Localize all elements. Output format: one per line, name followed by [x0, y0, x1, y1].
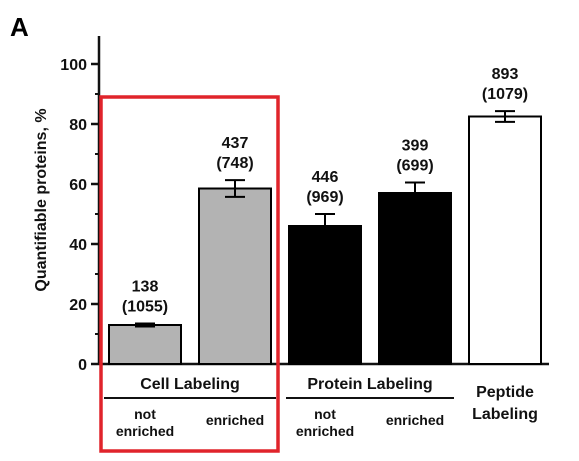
y-tick-label: 80 — [69, 117, 87, 134]
bar-sublabel: enriched — [116, 423, 174, 439]
bar-cell-enriched — [198, 187, 272, 365]
y-axis-title: Quantifiable proteins, % — [33, 108, 50, 291]
bar-sublabel: enriched — [386, 412, 444, 428]
count-label-protein-enriched: 399 — [402, 138, 429, 155]
total-label-protein-not-enriched: (969) — [306, 189, 343, 206]
bar-sublabel: enriched — [206, 412, 264, 428]
bar-protein-not-enriched — [288, 225, 362, 365]
bar-peptide — [468, 115, 542, 365]
bar-sublabel: not — [134, 406, 156, 422]
group-label-peptide-line: Labeling — [472, 406, 538, 423]
count-label-protein-not-enriched: 446 — [312, 169, 339, 186]
bar-sublabel: not — [314, 406, 336, 422]
total-label-cell-enriched: (748) — [216, 155, 253, 172]
group-label-peptide-line: Peptide — [476, 384, 534, 401]
panel-label: A — [10, 12, 29, 42]
count-label-cell-not-enriched: 138 — [132, 279, 159, 296]
y-tick-label: 20 — [69, 297, 87, 314]
group-label-cell: Cell Labeling — [140, 376, 240, 393]
count-label-cell-enriched: 437 — [222, 135, 249, 152]
bar-sublabel: enriched — [296, 423, 354, 439]
y-tick-label: 0 — [78, 357, 87, 374]
bar-cell-not-enriched — [108, 324, 182, 365]
total-label-protein-enriched: (699) — [396, 158, 433, 175]
group-label-protein: Protein Labeling — [307, 376, 432, 393]
y-tick-label: 40 — [69, 237, 87, 254]
count-label-peptide: 893 — [492, 66, 519, 83]
y-tick-label: 100 — [60, 57, 87, 74]
y-tick-label: 60 — [69, 177, 87, 194]
total-label-peptide: (1079) — [482, 86, 528, 103]
highlight-box-cell-labeling — [99, 95, 280, 453]
total-label-cell-not-enriched: (1055) — [122, 299, 168, 316]
bar-protein-enriched — [378, 192, 452, 365]
